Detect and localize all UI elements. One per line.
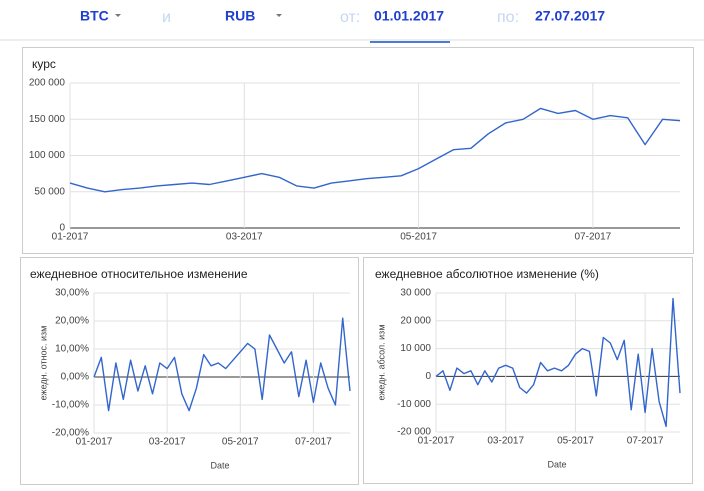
panel-frame bbox=[20, 257, 359, 485]
x-tick-label: 05-2017 bbox=[400, 232, 437, 243]
from-date-input[interactable]: 01.01.2017 bbox=[374, 8, 444, 24]
x-axis-label: Date bbox=[547, 459, 566, 469]
y-tick-label: -10 000 bbox=[397, 399, 431, 410]
chart-title: ежедневное абсолютное изменение (%) bbox=[375, 267, 599, 281]
y-tick-label: 20,00% bbox=[55, 316, 89, 327]
from-label: от: bbox=[340, 9, 360, 26]
x-axis-label: Date bbox=[210, 460, 229, 470]
to-date-input[interactable]: 27.07.2017 bbox=[535, 8, 605, 24]
to-label: по: bbox=[497, 9, 519, 26]
data-line bbox=[69, 107, 681, 193]
y-tick-label: 50 000 bbox=[34, 186, 65, 197]
x-tick-label: 07-2017 bbox=[575, 232, 612, 243]
y-tick-label: 20 000 bbox=[400, 315, 431, 326]
y-tick-label: 10,00% bbox=[55, 344, 89, 355]
data-line bbox=[435, 297, 681, 428]
x-tick-label: 03-2017 bbox=[487, 436, 524, 447]
y-tick-label: -10,00% bbox=[52, 400, 89, 411]
x-tick-label: 07-2017 bbox=[627, 436, 664, 447]
y-tick-label: -20,00% bbox=[52, 428, 89, 439]
data-line bbox=[93, 317, 351, 412]
x-tick-label: 05-2017 bbox=[557, 436, 594, 447]
dropdown-arrow[interactable] bbox=[115, 14, 121, 17]
and-label: и bbox=[162, 9, 171, 26]
y-tick-label: -20 000 bbox=[397, 427, 431, 438]
y-tick-label: 30 000 bbox=[400, 288, 431, 299]
x-tick-label: 05-2017 bbox=[222, 437, 259, 448]
y-tick-label: 0 bbox=[425, 371, 431, 382]
y-tick-label: 30,00% bbox=[55, 288, 89, 299]
y-axis-label: ежедн. относ. изм bbox=[38, 326, 48, 401]
y-tick-label: 10 000 bbox=[400, 343, 431, 354]
x-tick-label: 01-2017 bbox=[418, 436, 455, 447]
y-tick-label: 0,00% bbox=[61, 372, 89, 383]
y-axis-label: ежедн. абсол. изм bbox=[376, 324, 386, 400]
chart-title: курс bbox=[32, 57, 56, 71]
x-tick-label: 01-2017 bbox=[76, 437, 113, 448]
x-tick-label: 03-2017 bbox=[149, 437, 186, 448]
chart-title: ежедневное относительное изменение bbox=[30, 267, 248, 281]
y-tick-label: 150 000 bbox=[29, 114, 66, 125]
panel-frame bbox=[363, 257, 693, 484]
y-tick-label: 200 000 bbox=[29, 78, 66, 89]
to-currency-select[interactable]: RUB bbox=[225, 8, 255, 24]
panel-frame bbox=[22, 47, 694, 254]
dropdown-arrow[interactable] bbox=[276, 14, 282, 17]
y-tick-label: 100 000 bbox=[29, 150, 66, 161]
from-currency-select[interactable]: BTC bbox=[80, 8, 109, 24]
x-tick-label: 01-2017 bbox=[52, 232, 89, 243]
y-tick-label: 0 bbox=[59, 223, 65, 234]
x-tick-label: 03-2017 bbox=[226, 232, 263, 243]
x-tick-label: 07-2017 bbox=[295, 437, 332, 448]
